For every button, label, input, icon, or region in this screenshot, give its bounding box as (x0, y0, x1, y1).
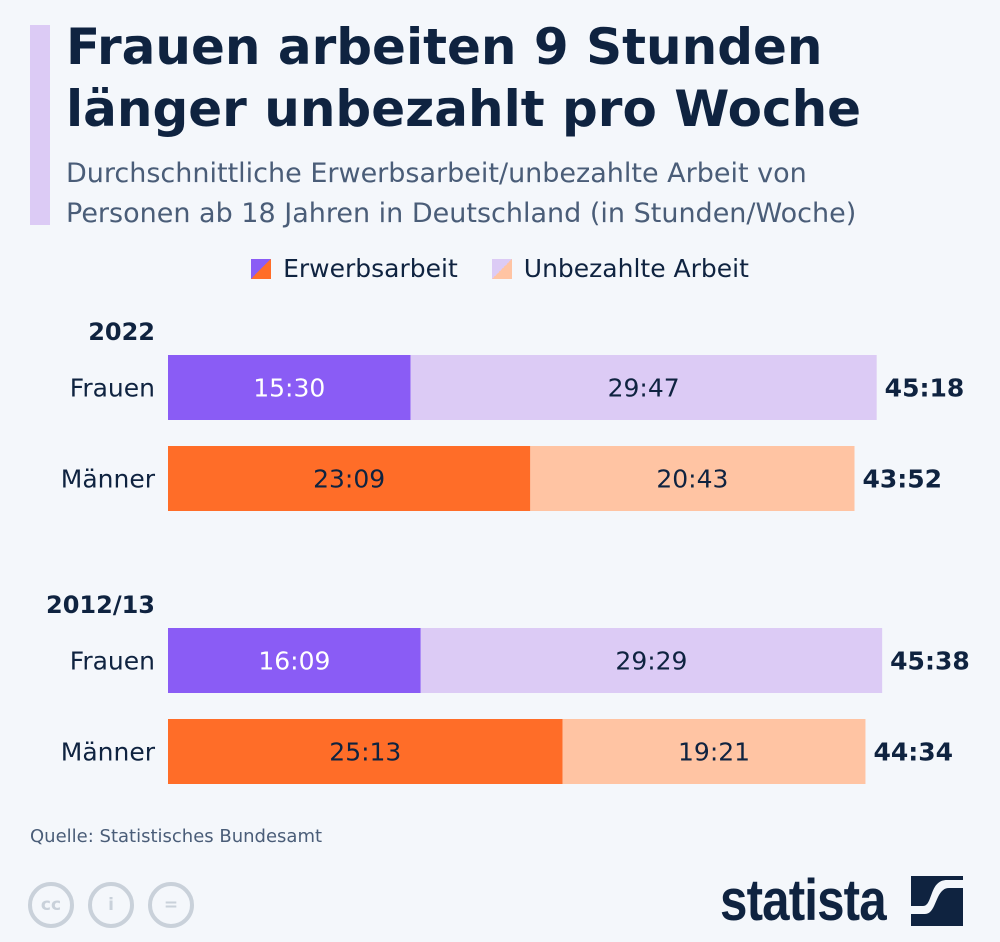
legend-item-unpaid: Unbezahlte Arbeit (491, 254, 749, 283)
chart-subtitle: Durchschnittliche Erwerbsarbeit/unbezahl… (66, 154, 856, 234)
bar-label-paid: 25:13 (329, 738, 401, 767)
subtitle-line-1: Durchschnittliche Erwerbsarbeit/unbezahl… (66, 158, 807, 189)
legend-label-paid: Erwerbsarbeit (283, 254, 458, 283)
logo-text: statista (720, 868, 887, 933)
bar-paid (168, 719, 563, 784)
legend-item-paid: Erwerbsarbeit (251, 254, 458, 283)
bar-total-label: 44:34 (873, 738, 953, 767)
bar-label-unpaid: 29:47 (608, 374, 680, 403)
bar-label-paid: 16:09 (258, 647, 330, 676)
bar-unpaid (420, 628, 883, 693)
bar-paid (168, 446, 531, 511)
bar-unpaid (562, 719, 866, 784)
statista-logo-icon (911, 876, 964, 926)
bar-label-unpaid: 29:29 (615, 647, 687, 676)
row-label: Frauen (70, 647, 155, 676)
legend-label-unpaid: Unbezahlte Arbeit (523, 254, 749, 283)
bar-total-label: 43:52 (863, 465, 943, 494)
legend: Erwerbsarbeit Unbezahlte Arbeit (0, 254, 1000, 283)
bar-label-paid: 15:30 (253, 374, 325, 403)
bar-unpaid (410, 355, 877, 420)
bar-label-unpaid: 19:21 (678, 738, 750, 767)
bar-paid (168, 628, 421, 693)
statista-logo[interactable]: statista (720, 868, 964, 933)
source-note: Quelle: Statistisches Bundesamt (30, 826, 323, 847)
title-accent-bar (30, 25, 50, 225)
row-label: Männer (61, 465, 156, 494)
bar-total-label: 45:38 (890, 647, 970, 676)
title-line-1: Frauen arbeiten 9 Stunden (66, 18, 823, 76)
chart-title: Frauen arbeiten 9 Stunden länger unbezah… (66, 16, 861, 140)
bar-unpaid (530, 446, 855, 511)
bar-total-label: 45:18 (885, 374, 965, 403)
group-label: 2022 (88, 318, 155, 346)
cc-by-icon[interactable]: i (88, 882, 134, 928)
title-line-2: länger unbezahlt pro Woche (66, 80, 862, 138)
legend-swatch-unpaid (491, 258, 512, 279)
bar-paid (168, 355, 411, 420)
bar-label-unpaid: 20:43 (656, 465, 728, 494)
row-label: Männer (61, 738, 156, 767)
cc-nd-icon[interactable]: = (148, 882, 194, 928)
subtitle-line-2: Personen ab 18 Jahren in Deutschland (in… (66, 198, 857, 229)
bar-label-paid: 23:09 (313, 465, 385, 494)
row-label: Frauen (70, 374, 155, 403)
group-label: 2012/13 (46, 591, 155, 619)
legend-swatch-paid (251, 258, 272, 279)
cc-icon[interactable]: cc (28, 882, 74, 928)
